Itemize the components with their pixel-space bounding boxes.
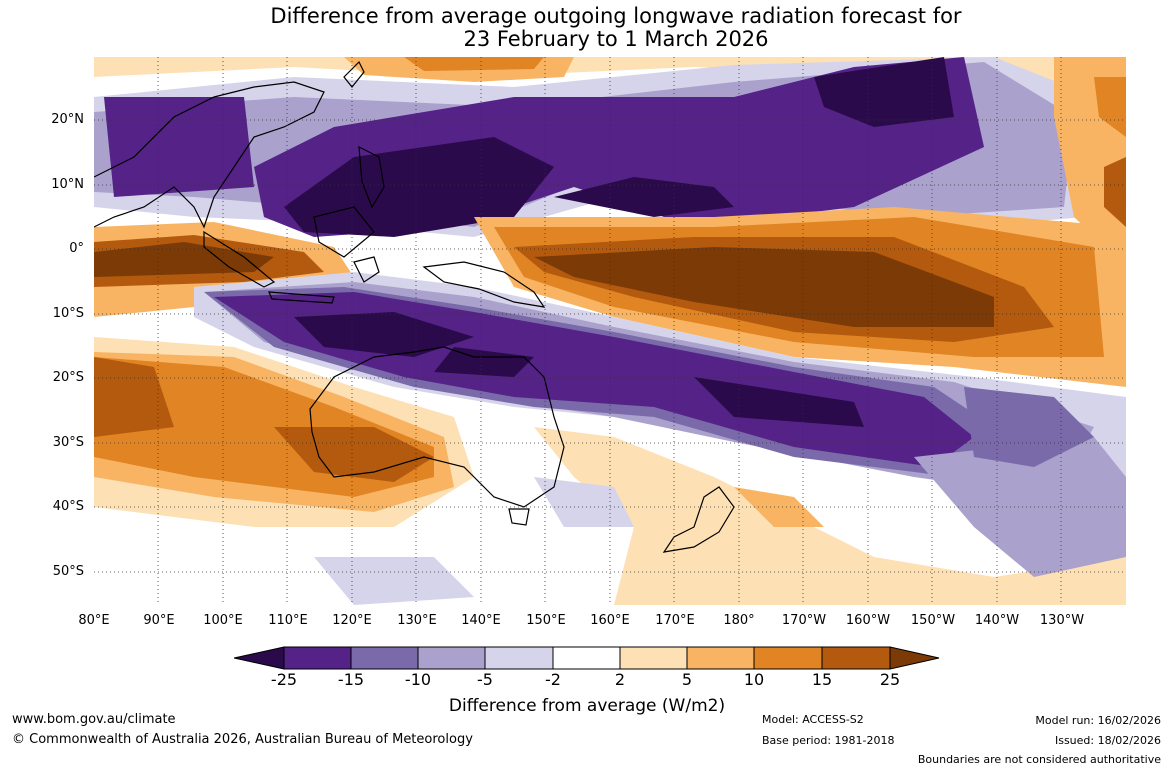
anomaly-region-north-pacific-core-2 — [554, 177, 734, 217]
legend-tick-5: 5 — [681, 670, 693, 689]
lon-label-110e: 110°E — [268, 613, 308, 628]
lon-label-170w: 170°W — [781, 613, 827, 628]
legend-swatch-2-5 — [619, 646, 688, 670]
coastline-borneo — [313, 206, 375, 258]
lon-label-120e: 120°E — [332, 613, 372, 628]
footer-model: Model: ACCESS-S2 — [762, 713, 864, 726]
coastline-philippines — [358, 145, 385, 209]
legend-tick-2: 2 — [614, 670, 626, 689]
lon-label-80e: 80°E — [78, 613, 110, 628]
anomaly-region-central-pacific-positive-4 — [534, 247, 994, 327]
lon-label-170e: 170°E — [655, 613, 695, 628]
legend-tick-10: 10 — [743, 670, 765, 689]
footer-website: www.bom.gov.au/climate — [12, 712, 176, 727]
legend-swatch-10-15 — [753, 646, 823, 670]
lat-label-50s: 50°S — [52, 564, 84, 579]
anomaly-region-south-pacific-negative-2 — [964, 387, 1094, 467]
lat-label-30s: 30°S — [52, 435, 84, 450]
lon-label-130e: 130°E — [397, 613, 437, 628]
legend-swatch-below-25 — [234, 646, 285, 670]
lon-label-180: 180° — [723, 613, 755, 628]
lon-label-130w: 130°W — [1039, 613, 1085, 628]
lon-label-160w: 160°W — [845, 613, 891, 628]
lat-label-10s: 10°S — [52, 306, 84, 321]
legend-colorbar — [234, 646, 940, 670]
anomaly-region-south-far-negative — [314, 557, 474, 605]
anomaly-region-east-pacific-positive-3 — [1104, 157, 1126, 227]
lat-label-40s: 40°S — [52, 499, 84, 514]
coastline-new-guinea — [422, 261, 546, 308]
anomaly-region-south-indian-positive-4 — [94, 357, 174, 437]
coastline-new-zealand — [662, 486, 735, 553]
map-canvas — [94, 57, 1126, 605]
lon-label-90e: 90°E — [143, 613, 175, 628]
legend-swatch-5-2 — [484, 646, 554, 670]
legend-tick--5: -5 — [477, 670, 493, 689]
map-title-line-1: Difference from average outgoing longwav… — [270, 4, 962, 28]
lon-label-100e: 100°E — [203, 613, 243, 628]
coastline-japan-taiwan — [343, 60, 365, 88]
anomaly-region-south-far-negative-2 — [534, 477, 634, 527]
legend-swatch-5-10 — [686, 646, 755, 670]
anomaly-region-south-negative-core — [294, 312, 474, 357]
lon-label-160e: 160°E — [590, 613, 630, 628]
lon-label-150e: 150°E — [526, 613, 566, 628]
legend-tick--25: -25 — [270, 670, 298, 689]
anomaly-region-north-pacific-core-3 — [814, 57, 954, 127]
lat-label-20n: 20°N — [51, 112, 84, 127]
anomaly-region-equatorial-positive-3 — [94, 242, 274, 277]
lon-label-140w: 140°W — [974, 613, 1020, 628]
lat-label-20s: 20°S — [52, 370, 84, 385]
anomaly-region-north-pacific-core — [284, 137, 554, 237]
anomaly-region-south-negative-core-2 — [434, 347, 534, 377]
map-title-line-2: 23 February to 1 March 2026 — [463, 27, 769, 51]
anomaly-region-north-pacific-negative-3 — [104, 97, 254, 197]
legend-tick-25: 25 — [879, 670, 901, 689]
footer-copyright: © Commonwealth of Australia 2026, Austra… — [12, 732, 473, 747]
lon-label-150w: 150°W — [910, 613, 956, 628]
lat-label-10n: 10°N — [51, 177, 84, 192]
coastline-java — [268, 291, 335, 304]
anomaly-region-south-pacific-negative — [914, 437, 1126, 577]
lon-label-140e: 140°E — [461, 613, 501, 628]
coastline-sumatra — [203, 230, 276, 288]
olr-anomaly-map — [94, 57, 1126, 605]
legend-swatch-10-5 — [417, 646, 486, 670]
coastline-asia — [94, 81, 325, 229]
legend-tick--10: -10 — [404, 670, 432, 689]
legend-swatch-2-2 — [552, 646, 621, 670]
footer-issued: Issued: 18/02/2026 — [1054, 734, 1161, 747]
footer-disclaimer: Boundaries are not considered authoritat… — [917, 753, 1161, 766]
coastline-sulawesi — [353, 256, 380, 283]
anomaly-region-north-positive-core-2 — [404, 57, 544, 71]
anomaly-region-south-pacific-positive — [534, 427, 1126, 605]
legend-tick--15: -15 — [337, 670, 365, 689]
legend-tick--2: -2 — [545, 670, 561, 689]
map-graticule — [94, 57, 1126, 605]
anomaly-region-south-negative-core-3 — [694, 377, 864, 427]
anomaly-region-east-pacific-positive-2 — [1094, 77, 1126, 137]
footer-model-run: Model run: 16/02/2026 — [1035, 714, 1161, 727]
legend-swatch-15-10 — [350, 646, 419, 670]
coastline-australia — [309, 346, 565, 508]
legend-title: Difference from average (W/m2) — [448, 696, 726, 716]
legend-tick-15: 15 — [811, 670, 833, 689]
legend-swatch-25-15 — [283, 646, 352, 670]
coastline-tasmania — [508, 508, 530, 526]
lat-label-0: 0° — [69, 241, 84, 256]
legend-swatch-above-25 — [889, 646, 940, 670]
footer-base-period: Base period: 1981-2018 — [762, 734, 895, 747]
map-title: Difference from average outgoing longwav… — [0, 5, 1173, 51]
legend-swatch-15-25 — [821, 646, 891, 670]
